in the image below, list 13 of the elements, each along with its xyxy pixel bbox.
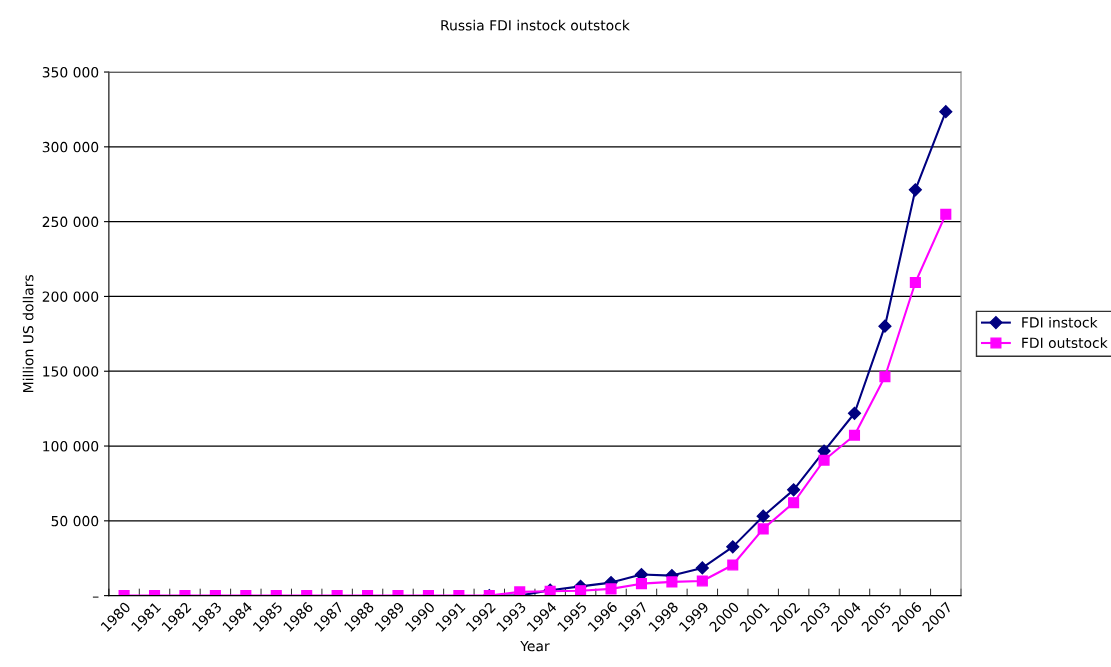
- y-tick-label: 50 000: [51, 515, 99, 527]
- legend-label: FDI outstock: [1022, 337, 1108, 349]
- chart-title: Russia FDI instock outstock: [441, 19, 630, 31]
- y-tick-label: 350 000: [42, 67, 99, 78]
- y-tick-label: 150 000: [43, 366, 99, 377]
- y-axis-title: Million US dollars: [22, 275, 34, 392]
- y-tick-label: –: [92, 596, 99, 598]
- y-tick-label: 100 000: [43, 441, 99, 452]
- y-tick-label: 300 000: [42, 141, 99, 153]
- legend-label: FDI instock: [1022, 316, 1098, 328]
- x-axis-title: Year: [520, 640, 550, 652]
- y-tick-label: 250 000: [42, 216, 99, 228]
- y-tick-label: 200 000: [42, 291, 99, 302]
